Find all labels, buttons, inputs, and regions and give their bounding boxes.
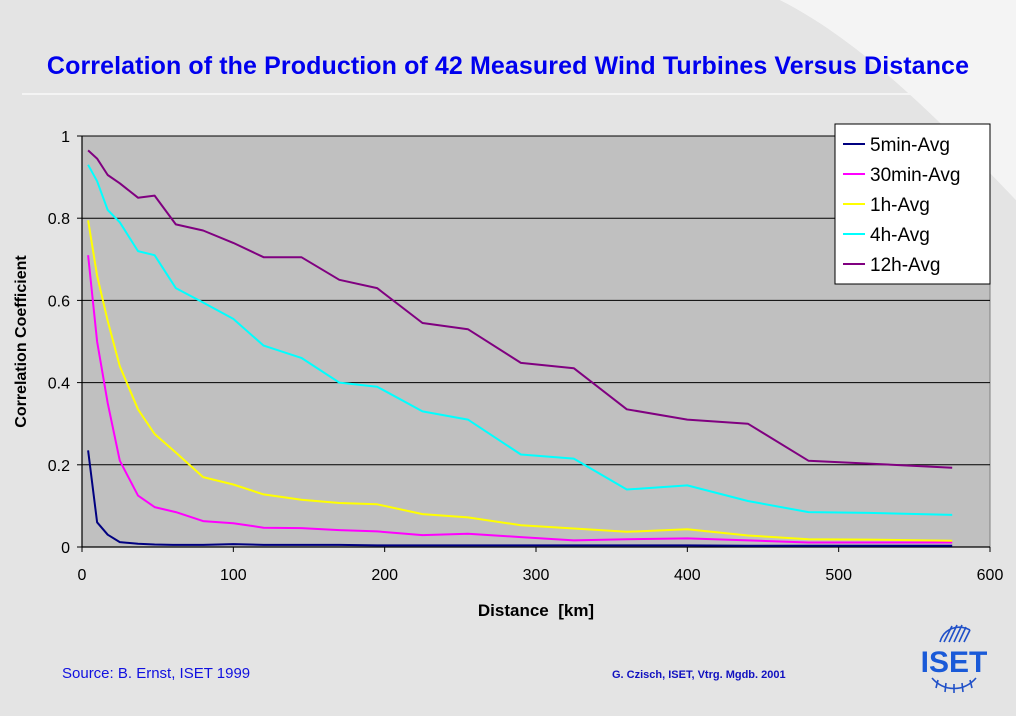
logo-wordmark: ISET xyxy=(921,646,988,679)
author-credit: G. Czisch, ISET, Vtrg. Mgdb. 2001 xyxy=(612,669,786,681)
logo-arc xyxy=(939,626,971,643)
x-tick-label: 500 xyxy=(825,567,852,584)
series-line-30min-avg xyxy=(87,255,953,544)
series-line-12h-avg xyxy=(87,149,953,469)
title-divider xyxy=(22,93,988,95)
axes: 0 0.2 0.4 0.6 0.8 1 0 100 200 300 400 500 600 xyxy=(48,129,1004,584)
logo-stripe xyxy=(948,624,958,643)
series-lines xyxy=(87,149,953,547)
logo-stripe xyxy=(961,682,964,693)
y-tick-label: 0 xyxy=(61,540,70,557)
legend: 5min-Avg 30min-Avg 1h-Avg 4h-Avg 12h-Avg xyxy=(834,123,991,285)
x-axis-title: Distance [km] xyxy=(478,601,594,620)
logo-stripe xyxy=(943,625,953,643)
x-tick-label: 200 xyxy=(371,567,398,584)
x-tick-label: 100 xyxy=(220,567,247,584)
series-line-5min-avg xyxy=(87,450,953,547)
y-tick-label: 0.2 xyxy=(48,458,70,475)
series-line-1h-avg xyxy=(87,220,953,542)
x-tick-label: 400 xyxy=(674,567,701,584)
background-highlight xyxy=(780,0,1016,200)
legend-label: 5min-Avg xyxy=(870,135,950,156)
legend-label: 4h-Avg xyxy=(870,225,930,246)
logo-stripe xyxy=(958,626,967,643)
logo-stripe xyxy=(969,679,973,689)
x-tick-label: 600 xyxy=(977,567,1004,584)
series-line-4h-avg xyxy=(87,164,953,516)
x-tick-label: 300 xyxy=(523,567,550,584)
logo-stripe xyxy=(963,629,971,643)
x-tick-label: 0 xyxy=(78,567,87,584)
legend-label: 12h-Avg xyxy=(870,255,940,276)
legend-label: 1h-Avg xyxy=(870,195,930,216)
y-tick-label: 0.4 xyxy=(48,376,70,393)
logo-stripe xyxy=(944,682,947,693)
iset-logo: ISET xyxy=(921,624,988,693)
y-axis-title: Correlation Coefficient xyxy=(13,255,30,428)
logo-stripe xyxy=(935,679,939,689)
y-tick-label: 1 xyxy=(61,129,70,146)
slide-title: Correlation of the Production of 42 Meas… xyxy=(46,52,970,80)
y-tick-label: 0.8 xyxy=(48,211,70,228)
source-note: Source: B. Ernst, ISET 1999 xyxy=(62,665,251,682)
logo-stripe xyxy=(953,624,963,643)
legend-label: 30min-Avg xyxy=(870,165,960,186)
y-tick-label: 0.6 xyxy=(48,293,70,310)
